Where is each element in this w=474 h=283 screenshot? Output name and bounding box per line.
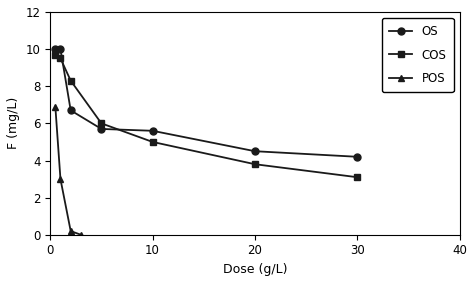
COS: [68, 79, 73, 82]
COS: [252, 162, 258, 166]
OS: [68, 109, 73, 112]
COS: [355, 175, 360, 179]
COS: [58, 57, 64, 60]
POS: [68, 229, 73, 233]
Line: OS: OS: [52, 46, 361, 160]
Line: COS: COS: [52, 51, 361, 181]
POS: [78, 233, 84, 237]
Legend: OS, COS, POS: OS, COS, POS: [382, 18, 454, 92]
Y-axis label: F (mg/L): F (mg/L): [7, 97, 20, 149]
OS: [53, 47, 58, 51]
OS: [150, 129, 155, 132]
OS: [99, 127, 104, 131]
COS: [99, 122, 104, 125]
X-axis label: Dose (g/L): Dose (g/L): [223, 263, 287, 276]
OS: [58, 47, 64, 51]
Line: POS: POS: [52, 103, 84, 238]
POS: [53, 105, 58, 108]
COS: [53, 53, 58, 56]
OS: [355, 155, 360, 158]
OS: [252, 149, 258, 153]
COS: [150, 140, 155, 144]
POS: [58, 177, 64, 181]
